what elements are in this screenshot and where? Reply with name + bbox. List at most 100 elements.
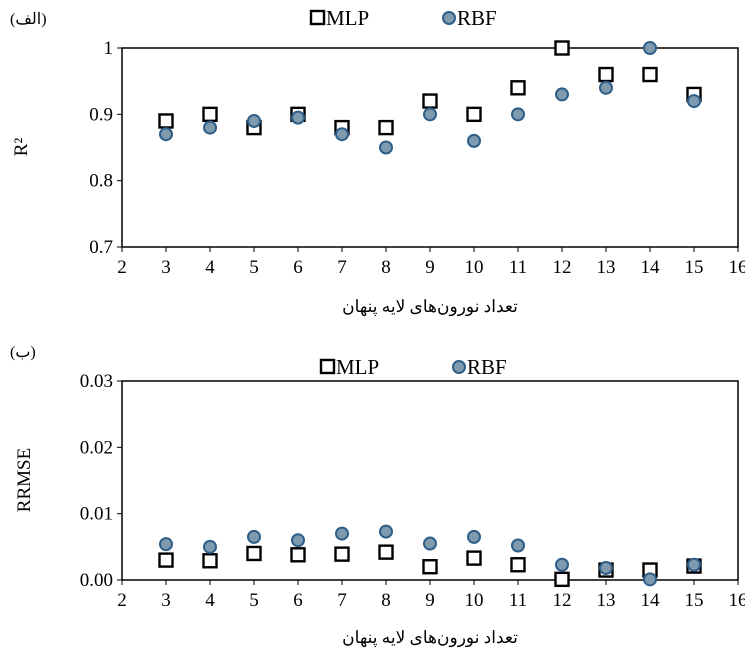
- data-point-rbf: [687, 557, 701, 572]
- data-point-mlp: [202, 553, 218, 569]
- x-tick-label: 8: [381, 257, 391, 278]
- data-point-mlp: [290, 547, 306, 563]
- legend-marker-rbf: [442, 11, 456, 25]
- data-point-mlp: [510, 80, 526, 96]
- data-point-rbf: [247, 113, 261, 128]
- x-tick-label: 7: [337, 590, 347, 611]
- x-tick-label: 3: [161, 590, 171, 611]
- x-tick-label: 10: [465, 257, 484, 278]
- data-point-mlp: [422, 93, 438, 109]
- data-point-rbf: [379, 140, 393, 155]
- x-tick-label: 13: [597, 257, 616, 278]
- data-point-rbf: [555, 557, 569, 572]
- data-point-mlp: [158, 552, 174, 568]
- x-tick-label: 9: [425, 590, 435, 611]
- x-tick-label: 15: [685, 590, 704, 611]
- data-point-rbf: [335, 127, 349, 142]
- x-tick-label: 2: [117, 590, 127, 611]
- data-point-rbf: [599, 80, 613, 95]
- x-tick-label: 8: [381, 590, 391, 611]
- y-tick-label: 0.03: [80, 371, 113, 392]
- data-point-rbf: [511, 538, 525, 553]
- chart-panel-r2: (الف) R² تعداد نورون‌های لایه پنهان MLP …: [10, 6, 745, 317]
- legend-label-rbf: RBF: [467, 355, 507, 379]
- data-point-mlp: [246, 545, 262, 562]
- x-tick-label: 11: [509, 590, 527, 611]
- chart-panel-rrmse: (ب) RRMSE تعداد نورون‌های لایه پنهان MLP…: [10, 344, 745, 648]
- x-tick-label: 7: [337, 257, 347, 278]
- legend-label-mlp: MLP: [336, 355, 379, 379]
- panel-label: (الف): [10, 11, 47, 28]
- data-point-mlp: [334, 546, 350, 562]
- legend-label-mlp: MLP: [326, 6, 369, 30]
- data-point-mlp: [378, 544, 394, 560]
- data-point-mlp: [642, 66, 658, 83]
- data-point-rbf: [291, 533, 305, 548]
- data-point-rbf: [687, 94, 701, 109]
- x-tick-label: 10: [465, 590, 484, 611]
- data-point-rbf: [203, 120, 217, 135]
- data-point-mlp: [202, 106, 218, 123]
- y-tick-label: 0.8: [89, 171, 113, 192]
- x-tick-label: 4: [205, 590, 215, 611]
- data-point-rbf: [511, 107, 525, 122]
- x-tick-label: 6: [293, 590, 303, 611]
- x-axis-label: تعداد نورون‌های لایه پنهان: [342, 628, 518, 648]
- legend: MLP RBF: [309, 6, 497, 30]
- data-point-mlp: [378, 119, 394, 136]
- x-tick-label: 16: [729, 257, 745, 278]
- data-point-mlp: [466, 550, 482, 566]
- x-tick-label: 11: [509, 257, 527, 278]
- data-point-mlp: [554, 40, 570, 56]
- data-point-mlp: [598, 66, 614, 83]
- data-point-rbf: [379, 524, 393, 539]
- panel-label: (ب): [10, 344, 36, 361]
- x-tick-label: 9: [425, 257, 435, 278]
- x-tick-label: 2: [117, 257, 127, 278]
- data-point-mlp: [158, 113, 174, 129]
- data-point-rbf: [467, 529, 481, 544]
- data-point-mlp: [422, 559, 438, 575]
- legend-marker-mlp: [309, 9, 326, 26]
- x-tick-label: 15: [685, 257, 704, 278]
- data-point-rbf: [423, 536, 437, 551]
- x-tick-label: 13: [597, 590, 616, 611]
- data-point-mlp: [466, 106, 482, 123]
- x-axis-label: تعداد نورون‌های لایه پنهان: [342, 297, 518, 317]
- data-point-rbf: [599, 561, 613, 576]
- x-tick-label: 3: [161, 257, 171, 278]
- data-point-rbf: [203, 539, 217, 554]
- data-point-rbf: [643, 41, 657, 55]
- y-axis-label: R²: [11, 138, 32, 157]
- data-point-rbf: [247, 529, 261, 544]
- y-axis-label: RRMSE: [14, 448, 35, 512]
- data-point-rbf: [555, 87, 569, 102]
- y-tick-label: 0.01: [80, 504, 113, 525]
- data-point-rbf: [291, 110, 305, 125]
- x-tick-label: 12: [553, 590, 572, 611]
- data-point-mlp: [554, 571, 570, 588]
- x-tick-label: 5: [249, 590, 259, 611]
- x-tick-label: 16: [729, 590, 745, 611]
- x-tick-label: 12: [553, 257, 572, 278]
- data-point-mlp: [510, 557, 526, 573]
- x-tick-label: 5: [249, 257, 259, 278]
- legend-marker-rbf: [452, 360, 466, 374]
- data-point-rbf: [467, 133, 481, 148]
- y-tick-label: 1: [104, 38, 114, 59]
- x-tick-label: 6: [293, 257, 303, 278]
- y-tick-label: 0.00: [80, 570, 113, 591]
- y-tick-label: 0.7: [89, 237, 113, 258]
- legend-label-rbf: RBF: [457, 6, 497, 30]
- x-tick-label: 14: [641, 257, 661, 278]
- legend-marker-mlp: [319, 358, 336, 375]
- data-point-rbf: [159, 537, 173, 552]
- x-tick-label: 4: [205, 257, 215, 278]
- x-tick-label: 14: [641, 590, 661, 611]
- y-tick-label: 0.02: [80, 437, 113, 458]
- y-tick-label: 0.9: [89, 104, 113, 125]
- data-point-rbf: [335, 526, 349, 541]
- data-point-rbf: [643, 572, 657, 587]
- data-point-rbf: [159, 127, 173, 142]
